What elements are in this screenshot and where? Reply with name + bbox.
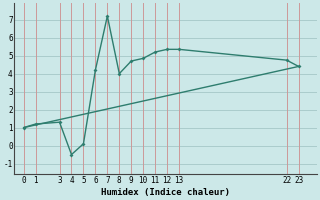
X-axis label: Humidex (Indice chaleur): Humidex (Indice chaleur) xyxy=(101,188,230,197)
